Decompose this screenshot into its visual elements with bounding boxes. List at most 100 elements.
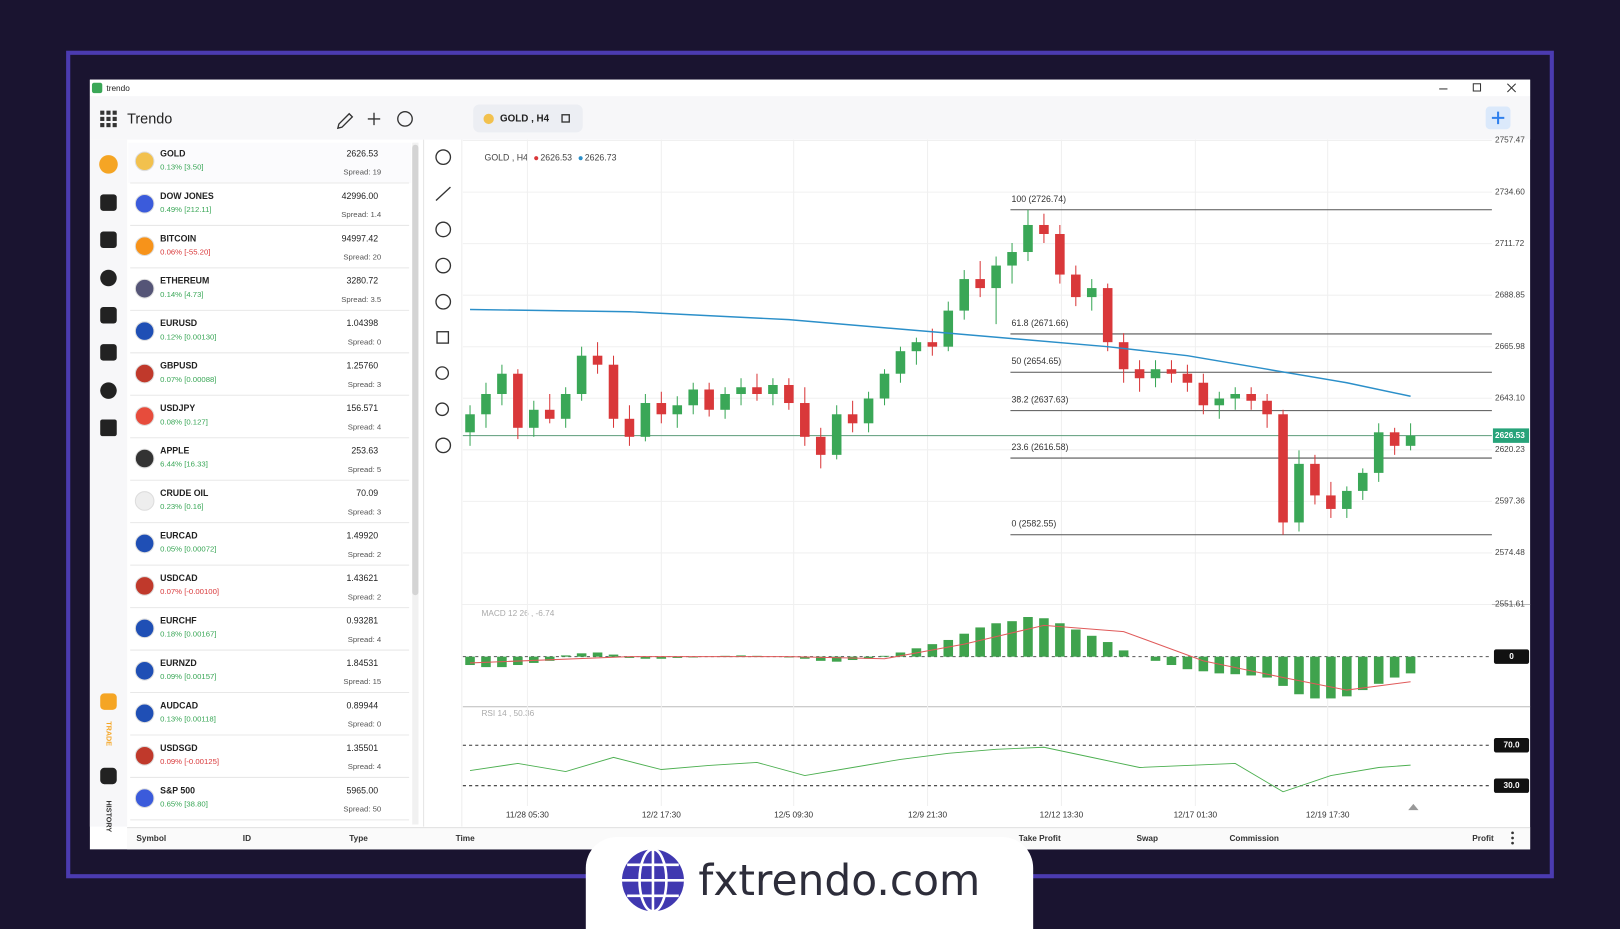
- maximize-button[interactable]: [1472, 83, 1482, 92]
- chat-button[interactable]: [397, 111, 413, 127]
- symbol-icon: [134, 193, 155, 214]
- tool-time[interactable]: [435, 149, 452, 166]
- watchlist-row[interactable]: [128, 524, 412, 566]
- fib-label: 23.6 (2616.58): [1011, 442, 1068, 452]
- symbol-change: 0.05% [0.00072]: [160, 545, 216, 554]
- fullscreen-button[interactable]: [561, 114, 570, 123]
- ask-price: 2626.73: [585, 152, 617, 162]
- watchlist-row[interactable]: [128, 482, 412, 523]
- candle-body: [815, 436, 826, 455]
- candle-body: [529, 409, 539, 428]
- candle-body: [1118, 342, 1129, 370]
- scrollbar-thumb[interactable]: [412, 144, 419, 596]
- history-clock-icon[interactable]: [100, 382, 117, 399]
- symbol-change: 0.09% [0.00157]: [160, 672, 216, 681]
- tool-target[interactable]: [435, 257, 452, 274]
- macd-bar: [1278, 656, 1288, 686]
- drawing-tools: [435, 149, 452, 454]
- deposit-icon[interactable]: [100, 194, 117, 211]
- y-tick-label: 2665.98: [1495, 342, 1525, 351]
- watchlist-row[interactable]: [128, 142, 412, 183]
- gift-icon[interactable]: [100, 419, 117, 437]
- symbol-name: USDJPY: [160, 403, 195, 413]
- watchlist-row[interactable]: [128, 737, 412, 778]
- app-name: Trendo: [127, 112, 172, 128]
- symbol-name: USDCAD: [160, 573, 198, 583]
- signals-icon[interactable]: [100, 269, 117, 287]
- symbol-icon: [134, 363, 155, 384]
- add-button[interactable]: [367, 112, 381, 126]
- candle-body: [1071, 274, 1081, 298]
- candle-body: [720, 394, 730, 410]
- macd-bar: [529, 656, 539, 663]
- candle-body: [752, 387, 762, 395]
- candle-body: [943, 310, 954, 347]
- window-title: trendo: [106, 84, 130, 93]
- calendar-icon[interactable]: [100, 344, 117, 361]
- column-header: Swap: [1136, 834, 1158, 843]
- macd-bar: [800, 656, 810, 659]
- candle-body: [800, 403, 810, 437]
- symbol-icon: [134, 618, 155, 639]
- watchlist-row[interactable]: [128, 354, 412, 396]
- tool-add[interactable]: [435, 293, 452, 310]
- chart-tab[interactable]: [473, 104, 583, 133]
- macd-bar: [1294, 656, 1304, 695]
- watchlist-row[interactable]: [128, 227, 412, 268]
- markets-icon[interactable]: [99, 155, 118, 174]
- watchlist-row[interactable]: [128, 652, 412, 693]
- positions-menu[interactable]: [1511, 831, 1514, 845]
- symbol-icon: [134, 406, 155, 426]
- watchlist-row[interactable]: [128, 270, 412, 311]
- withdraw-icon[interactable]: [100, 231, 117, 249]
- symbol-name: EURUSD: [160, 318, 197, 328]
- watchlist-row[interactable]: [128, 439, 412, 481]
- tool-pie[interactable]: [435, 221, 452, 238]
- symbol-name: S&P 500: [160, 785, 195, 795]
- rsi-level-tag: [1493, 738, 1530, 753]
- y-tick-label: 2688.85: [1495, 290, 1525, 299]
- history-icon[interactable]: [100, 767, 117, 785]
- watchlist-row[interactable]: [128, 779, 412, 820]
- candle-body: [1230, 394, 1241, 399]
- symbol-name: ETHEREUM: [160, 276, 209, 286]
- macd-bar: [975, 627, 985, 657]
- tool-copy[interactable]: [436, 331, 450, 344]
- candle-body: [672, 405, 683, 415]
- symbol-price: 1.84531: [346, 658, 378, 668]
- symbol-icon: [134, 576, 155, 596]
- candle-body: [1326, 495, 1336, 509]
- candle-body: [592, 355, 603, 365]
- symbol-price: 1.04398: [346, 318, 378, 328]
- macd-bar: [815, 656, 826, 661]
- scroll-arrow[interactable]: [1408, 803, 1419, 811]
- macd-bar: [1405, 656, 1416, 674]
- symbol-icon: [134, 278, 155, 299]
- trade-icon[interactable]: [100, 693, 117, 710]
- close-button[interactable]: [1507, 83, 1517, 93]
- macd-bar: [560, 655, 571, 657]
- column-header: Symbol: [136, 834, 166, 843]
- bid-dot: [534, 156, 539, 161]
- watchlist-row[interactable]: [128, 185, 412, 226]
- watchlist-row[interactable]: [128, 312, 412, 353]
- column-header: Commission: [1229, 834, 1279, 843]
- symbol-spread: Spread: 2: [348, 592, 382, 601]
- macd-bar: [895, 652, 906, 657]
- watchlist-row[interactable]: [128, 397, 412, 438]
- symbol-change: 0.12% [0.00130]: [160, 332, 216, 341]
- tool-line[interactable]: [435, 186, 451, 202]
- watchlist-row[interactable]: [128, 694, 412, 735]
- edit-button[interactable]: [336, 112, 354, 130]
- analytics-icon[interactable]: [100, 306, 117, 324]
- tool-settings[interactable]: [435, 437, 452, 454]
- watchlist-row[interactable]: [128, 609, 412, 651]
- watchlist-row[interactable]: [128, 567, 412, 608]
- x-tick-label: 12/9 21:30: [908, 810, 947, 819]
- tool-zoom-out[interactable]: [435, 402, 450, 417]
- tool-zoom-in[interactable]: [435, 366, 450, 380]
- macd-bar: [1373, 656, 1384, 684]
- app-icon: [91, 82, 103, 94]
- candle-body: [640, 403, 651, 437]
- apps-menu[interactable]: [100, 110, 117, 128]
